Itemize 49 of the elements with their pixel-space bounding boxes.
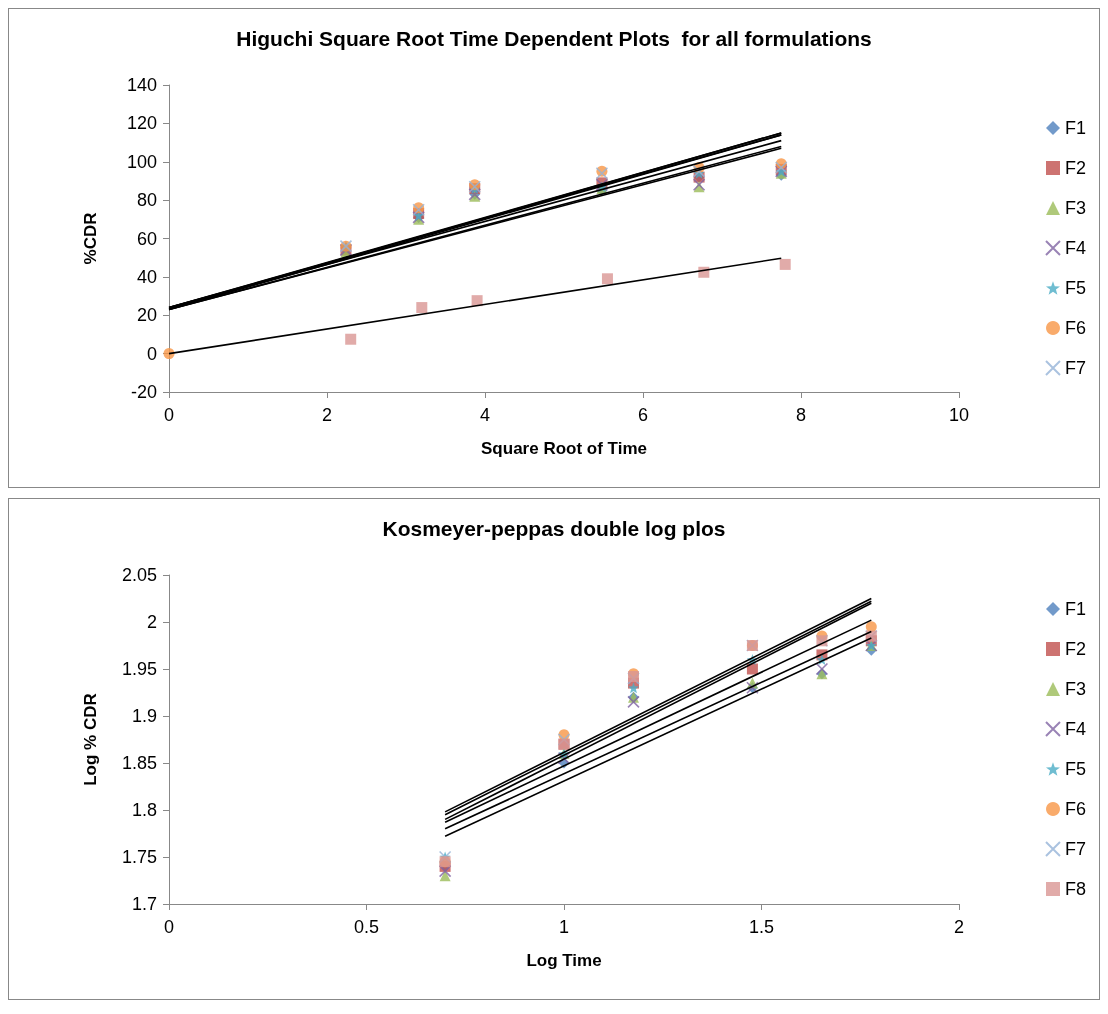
chart-title: Higuchi Square Root Time Dependent Plots for all formulations (236, 27, 872, 50)
legend-label: F3 (1064, 679, 1087, 699)
y-axis-title: %CDR (81, 212, 100, 265)
y-tick-label: 1.85 (121, 753, 157, 773)
chart-title: Kosmeyer-peppas double log plos (382, 517, 726, 540)
x-tick-label: 1.5 (748, 917, 775, 937)
y-axis-title: Log % CDR (81, 693, 100, 786)
x-tick-label: 2 (321, 405, 333, 425)
y-tick-label: 1.95 (121, 659, 157, 679)
legend-label: F8 (1064, 879, 1087, 899)
y-tick-label: 1.7 (131, 894, 157, 914)
y-tick-label: 60 (136, 228, 157, 249)
legend-label: F6 (1064, 318, 1087, 338)
y-tick-label: 40 (136, 266, 157, 287)
x-tick-label: 2 (953, 917, 965, 937)
legend-label: F6 (1064, 799, 1087, 819)
y-tick-label: 1.9 (131, 706, 157, 726)
y-tick-label: 0 (146, 343, 157, 364)
y-tick-label: 20 (136, 305, 157, 326)
x-axis-title: Log Time (526, 951, 602, 970)
x-tick-label: 0.5 (353, 917, 380, 937)
legend-label: F4 (1064, 238, 1087, 258)
y-tick-label: 2 (146, 612, 157, 632)
y-tick-label: 80 (136, 190, 157, 211)
y-tick-label: -20 (130, 382, 157, 402)
x-axis-title: Square Root of Time (481, 439, 647, 458)
y-tick-label: 2.05 (121, 565, 157, 585)
x-tick-label: 1 (558, 917, 570, 937)
x-tick-label: 8 (795, 405, 807, 425)
y-tick-label: 1.8 (131, 800, 157, 820)
legend-label: F4 (1064, 719, 1087, 739)
x-tick-label: 6 (637, 405, 649, 425)
legend-label: F7 (1064, 839, 1087, 859)
x-tick-label: 0 (163, 917, 175, 937)
legend-label: F3 (1064, 198, 1087, 218)
legend-label: F5 (1064, 759, 1087, 779)
legend-label: F1 (1064, 118, 1087, 138)
legend-label: F1 (1064, 599, 1087, 619)
x-tick-label: 10 (948, 405, 970, 425)
y-tick-label: 120 (126, 113, 157, 134)
legend-label: F2 (1064, 158, 1087, 178)
legend-label: F5 (1064, 278, 1087, 298)
x-tick-label: 0 (163, 405, 175, 425)
y-tick-label: 100 (126, 151, 157, 172)
legend-label: F7 (1064, 358, 1087, 378)
x-tick-label: 4 (479, 405, 491, 425)
legend-label: F2 (1064, 639, 1087, 659)
y-tick-label: 140 (126, 75, 157, 95)
y-tick-label: 1.75 (121, 847, 157, 867)
